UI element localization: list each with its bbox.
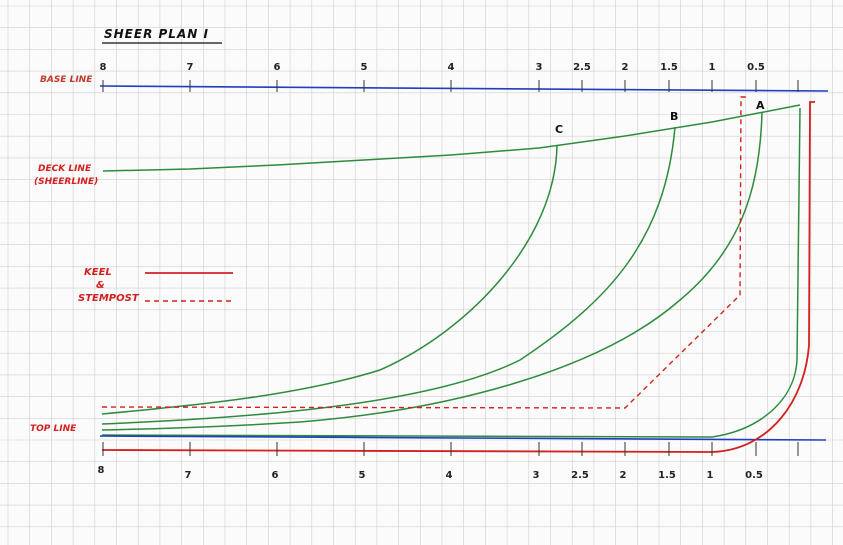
keel-line <box>101 101 815 453</box>
top-tick-1: 1 <box>709 62 716 73</box>
deck-line <box>102 104 801 172</box>
top-tick-7: 7 <box>187 62 194 73</box>
bottom-tick-8: 8 <box>98 465 105 476</box>
top-tick-2-5: 2.5 <box>573 62 591 73</box>
base-line <box>99 85 829 92</box>
base-line-label: BASE LINE <box>40 75 93 85</box>
top-tick-5: 5 <box>361 62 368 73</box>
section-curve-b <box>101 126 676 425</box>
station-b-label: B <box>670 110 678 123</box>
station-tick-marks <box>102 80 799 456</box>
section-curve-stem <box>101 107 801 438</box>
top-tick-6: 6 <box>274 62 281 73</box>
top-tick-3: 3 <box>536 62 543 73</box>
top-axis-ticks: 8 7 6 5 4 3 2.5 2 1.5 1 0.5 <box>100 62 765 73</box>
station-a-label: A <box>756 99 765 112</box>
legend-keel-label: KEEL <box>84 267 112 278</box>
deck-line-sub-label: (SHEERLINE) <box>34 177 98 187</box>
top-line <box>99 435 827 441</box>
top-tick-0-5: 0.5 <box>747 62 765 73</box>
bottom-tick-3: 3 <box>533 470 540 481</box>
bottom-tick-2-5: 2.5 <box>571 470 589 481</box>
top-tick-8: 8 <box>100 62 107 73</box>
stempost-line <box>101 96 748 409</box>
section-curve-a <box>101 111 763 431</box>
bottom-tick-5: 5 <box>359 470 366 481</box>
section-curve-c <box>101 145 558 415</box>
plan-title: SHEER PLAN I <box>104 27 209 41</box>
top-tick-1-5: 1.5 <box>660 62 678 73</box>
bottom-tick-1-5: 1.5 <box>658 470 676 481</box>
bottom-tick-1: 1 <box>707 470 714 481</box>
top-tick-4: 4 <box>448 62 455 73</box>
top-line-label: TOP LINE <box>30 424 77 434</box>
legend-amp-label: & <box>96 280 105 291</box>
bottom-tick-2: 2 <box>620 470 627 481</box>
bottom-tick-7: 7 <box>185 470 192 481</box>
bottom-axis-ticks: 8 7 6 5 4 3 2.5 2 1.5 1 0.5 <box>98 465 763 481</box>
legend-stempost-label: STEMPOST <box>78 293 140 304</box>
bottom-tick-6: 6 <box>272 470 279 481</box>
top-tick-2: 2 <box>622 62 629 73</box>
station-c-label: C <box>555 123 563 136</box>
deck-line-label: DECK LINE <box>38 164 92 174</box>
bottom-tick-4: 4 <box>446 470 453 481</box>
bottom-tick-0-5: 0.5 <box>745 470 763 481</box>
